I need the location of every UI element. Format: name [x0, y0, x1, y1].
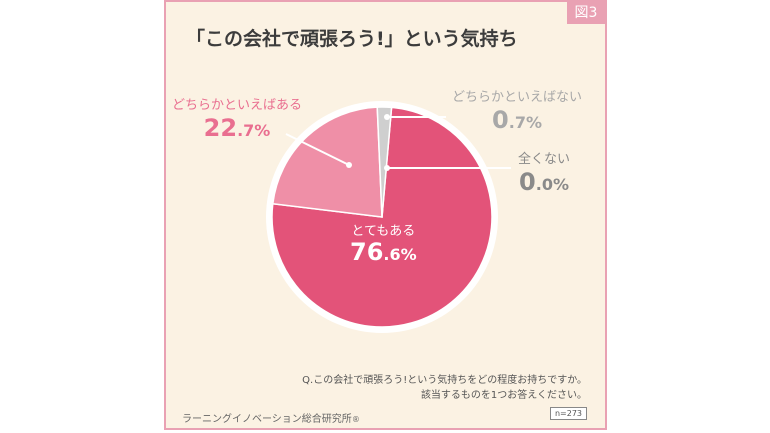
- publisher-name: ラーニングイノベーション総合研究所: [182, 414, 352, 425]
- sample-size-badge: n=273: [549, 407, 587, 420]
- leader-somewhat-no-dot: [384, 114, 390, 120]
- label-somewhat-yes: どちらかといえばある 22.7%: [172, 94, 302, 143]
- figure-badge: 図3: [567, 2, 605, 24]
- slice-somewhat-yes: [271, 106, 383, 218]
- survey-question: Q.この会社で頑張ろう!という気持ちをどの程度お持ちですか。 該当するものを1つ…: [302, 374, 587, 403]
- chart-panel: 図3 「この会社で頑張ろう!」という気持ち とてもある 76.6% どちらかとい…: [164, 0, 607, 430]
- label-somewhat-no: どちらかといえばない 0.7%: [452, 86, 582, 135]
- label-somewhat-yes-category: どちらかといえばある: [172, 98, 303, 113]
- label-very-much-value: 76.6%: [350, 238, 417, 266]
- label-somewhat-no-category: どちらかといえばない: [452, 90, 583, 105]
- publisher-mark: ®: [351, 415, 360, 424]
- label-very-much-category: とてもある: [351, 224, 416, 239]
- publisher-credit: ラーニングイノベーション総合研究所®: [182, 410, 360, 425]
- leader-not-at-all-dot: [384, 165, 390, 171]
- survey-question-line2: 該当するものを1つお答えください。: [420, 389, 587, 401]
- label-not-at-all-value: 0.0%: [519, 168, 569, 196]
- label-somewhat-no-value: 0.7%: [492, 106, 542, 134]
- label-very-much: とてもある 76.6%: [350, 220, 417, 267]
- label-somewhat-yes-value: 22.7%: [203, 114, 271, 142]
- chart-title: 「この会社で頑張ろう!」という気持ち: [186, 28, 518, 50]
- leader-somewhat-yes: [285, 133, 350, 166]
- leader-somewhat-yes-dot: [346, 162, 352, 168]
- survey-question-line1: Q.この会社で頑張ろう!という気持ちをどの程度お持ちですか。: [302, 375, 587, 386]
- label-not-at-all-category: 全くない: [518, 152, 571, 167]
- label-not-at-all: 全くない 0.0%: [518, 148, 570, 197]
- pie-chart: [266, 101, 511, 333]
- slice-somewhat-no: [376, 106, 393, 218]
